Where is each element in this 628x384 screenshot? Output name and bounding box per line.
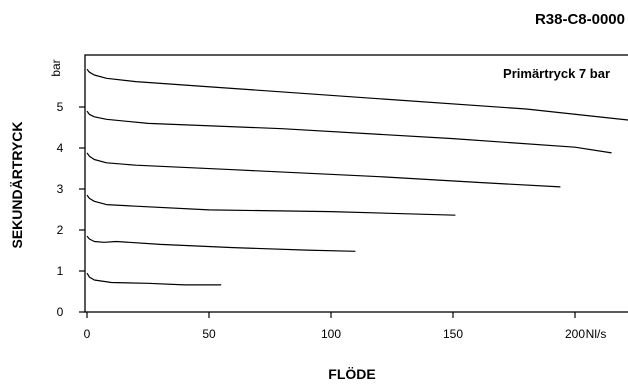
- y-tick-label: 5: [57, 100, 64, 114]
- x-tick-label: 150: [443, 327, 463, 341]
- x-tick-label: 50: [202, 327, 216, 341]
- pressure-curve-4: [86, 152, 561, 188]
- y-tick-label: 1: [57, 264, 64, 278]
- curves: [86, 68, 628, 286]
- x-unit-label: Nl/s: [586, 327, 607, 341]
- plot-frame: [84, 54, 628, 313]
- pressure-curve-6: [86, 68, 628, 121]
- y-tick-label: 4: [57, 141, 64, 155]
- y-unit-label: bar: [49, 59, 63, 76]
- pressure-curve-1: [86, 272, 222, 286]
- chart-code: R38-C8-0000: [535, 11, 625, 28]
- y-tick-label: 3: [57, 182, 64, 196]
- x-tick-label: 200: [565, 327, 585, 341]
- pressure-curve-5: [86, 110, 612, 154]
- x-tick-label: 100: [321, 327, 341, 341]
- y-axis: 0 1 2 3 4 5: [57, 100, 85, 319]
- y-tick-label: 0: [57, 305, 64, 319]
- pressure-curve-2: [86, 235, 356, 252]
- x-axis: 0 50 100 150 200: [84, 312, 585, 341]
- x-axis-title: FLÖDE: [328, 366, 375, 382]
- y-axis-title: SEKUNDÄRTRYCK: [9, 121, 25, 248]
- pressure-annotation: Primärtryck 7 bar: [503, 66, 610, 81]
- y-tick-label: 2: [57, 223, 64, 237]
- pressure-curve-3: [86, 194, 456, 216]
- x-tick-label: 0: [84, 327, 91, 341]
